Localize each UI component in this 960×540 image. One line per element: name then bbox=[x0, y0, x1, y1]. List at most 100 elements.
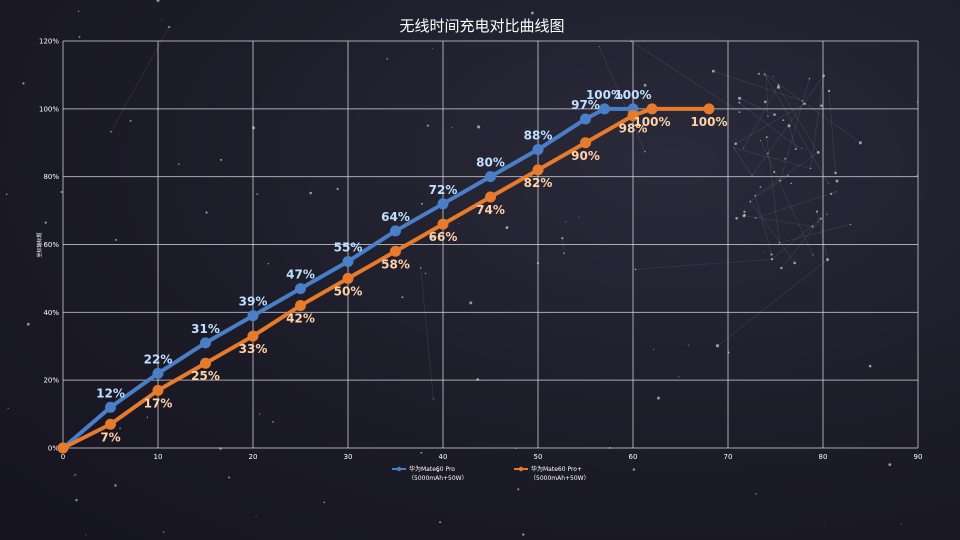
legend-sublabel: （5000mAh+50W） bbox=[408, 475, 468, 482]
star-dot bbox=[653, 348, 655, 350]
star-dot bbox=[858, 141, 862, 145]
star-dot bbox=[776, 85, 781, 89]
y-axis-ticks: 0% 20% 40% 60% 80% 100% 120% bbox=[39, 38, 59, 453]
x-tick-label: 30 bbox=[344, 453, 353, 461]
star-dot bbox=[778, 242, 781, 244]
star-dot bbox=[888, 463, 892, 467]
constellation-line bbox=[764, 74, 829, 184]
star-dot bbox=[473, 27, 475, 29]
star-dot bbox=[5, 193, 8, 196]
star-dot bbox=[835, 191, 837, 193]
constellation-line bbox=[420, 267, 434, 400]
star-dot bbox=[801, 100, 804, 102]
legend: 华为Mate60 Pro （5000mAh+50W） 华为Mate60 Pro+ （5… bbox=[392, 465, 590, 482]
star-dot bbox=[735, 216, 739, 220]
star-dot bbox=[60, 191, 63, 194]
star-dot bbox=[835, 179, 839, 183]
star-dot bbox=[634, 268, 637, 271]
star-dot bbox=[743, 213, 746, 216]
star-dot bbox=[162, 531, 165, 533]
chart-title: 无线时间充电对比曲线图 bbox=[399, 17, 564, 35]
data-label: 47% bbox=[286, 268, 315, 282]
constellation-line bbox=[755, 195, 772, 255]
constellation-line bbox=[743, 215, 813, 227]
data-point bbox=[295, 283, 306, 295]
star-dot bbox=[782, 119, 785, 122]
star-dot bbox=[420, 451, 423, 454]
star-dot bbox=[796, 146, 798, 148]
star-dot bbox=[85, 534, 87, 536]
star-dot bbox=[738, 111, 741, 113]
data-label: 33% bbox=[239, 342, 268, 356]
star-dot bbox=[469, 301, 473, 305]
data-point bbox=[627, 110, 639, 122]
star-dot bbox=[220, 158, 223, 161]
constellation-line bbox=[110, 26, 170, 132]
star-dot bbox=[819, 217, 822, 220]
star-dot bbox=[687, 344, 689, 346]
data-label: 58% bbox=[381, 257, 410, 271]
star-dot bbox=[323, 501, 326, 504]
constellation-line bbox=[810, 75, 824, 169]
data-label: 22% bbox=[144, 352, 173, 366]
star-dot bbox=[419, 266, 422, 269]
constellation-line bbox=[750, 175, 789, 202]
star-dot bbox=[114, 484, 117, 487]
data-label: 39% bbox=[239, 295, 268, 309]
data-label: 72% bbox=[429, 183, 458, 197]
star-dot bbox=[738, 96, 742, 100]
data-point bbox=[580, 137, 591, 149]
star-dot bbox=[763, 100, 767, 104]
star-dot bbox=[711, 69, 715, 73]
star-dot bbox=[561, 237, 564, 240]
constellation-line bbox=[778, 87, 819, 153]
star-dot bbox=[794, 148, 797, 151]
star-dot bbox=[830, 192, 833, 195]
constellation-line bbox=[755, 191, 836, 219]
star-dot bbox=[426, 124, 429, 127]
constellation-line bbox=[739, 98, 775, 115]
data-label: 31% bbox=[191, 322, 220, 336]
constellation-line bbox=[735, 103, 805, 145]
star-dot bbox=[477, 125, 481, 129]
constellation-line bbox=[713, 70, 803, 102]
x-tick-label: 90 bbox=[914, 453, 923, 461]
data-point bbox=[532, 164, 544, 176]
constellation-line bbox=[760, 140, 814, 256]
star-dot bbox=[26, 322, 30, 326]
x-tick-label: 20 bbox=[249, 453, 258, 461]
x-tick-label: 60 bbox=[629, 453, 638, 461]
data-point bbox=[485, 191, 496, 203]
data-point bbox=[437, 218, 449, 230]
star-dot bbox=[767, 152, 769, 155]
data-label: 88% bbox=[524, 129, 553, 143]
star-dot bbox=[815, 210, 819, 213]
star-dot bbox=[755, 493, 757, 495]
star-dot bbox=[598, 46, 600, 48]
star-dot bbox=[272, 421, 274, 423]
data-label: 50% bbox=[334, 284, 363, 298]
x-tick-label: 40 bbox=[439, 453, 448, 461]
data-point bbox=[247, 310, 259, 322]
star-dot bbox=[563, 252, 565, 255]
star-dot bbox=[432, 398, 434, 400]
data-label: 80% bbox=[476, 156, 505, 170]
star-dot bbox=[75, 498, 78, 502]
data-point bbox=[580, 113, 591, 125]
star-dot bbox=[787, 174, 789, 177]
grid-lines bbox=[62, 40, 919, 449]
star-dot bbox=[386, 58, 389, 60]
star-dot bbox=[790, 182, 793, 185]
star-dot bbox=[803, 102, 806, 105]
legend-swatch-dot bbox=[396, 466, 402, 472]
star-dot bbox=[734, 142, 738, 146]
star-dot bbox=[522, 533, 525, 536]
star-dot bbox=[168, 25, 171, 29]
star-dot bbox=[773, 170, 776, 174]
data-label: 17% bbox=[144, 396, 173, 410]
star-dot bbox=[439, 521, 442, 524]
data-label: 90% bbox=[571, 149, 600, 163]
star-dot bbox=[809, 167, 812, 170]
data-point bbox=[342, 255, 354, 267]
star-dot bbox=[129, 119, 132, 122]
